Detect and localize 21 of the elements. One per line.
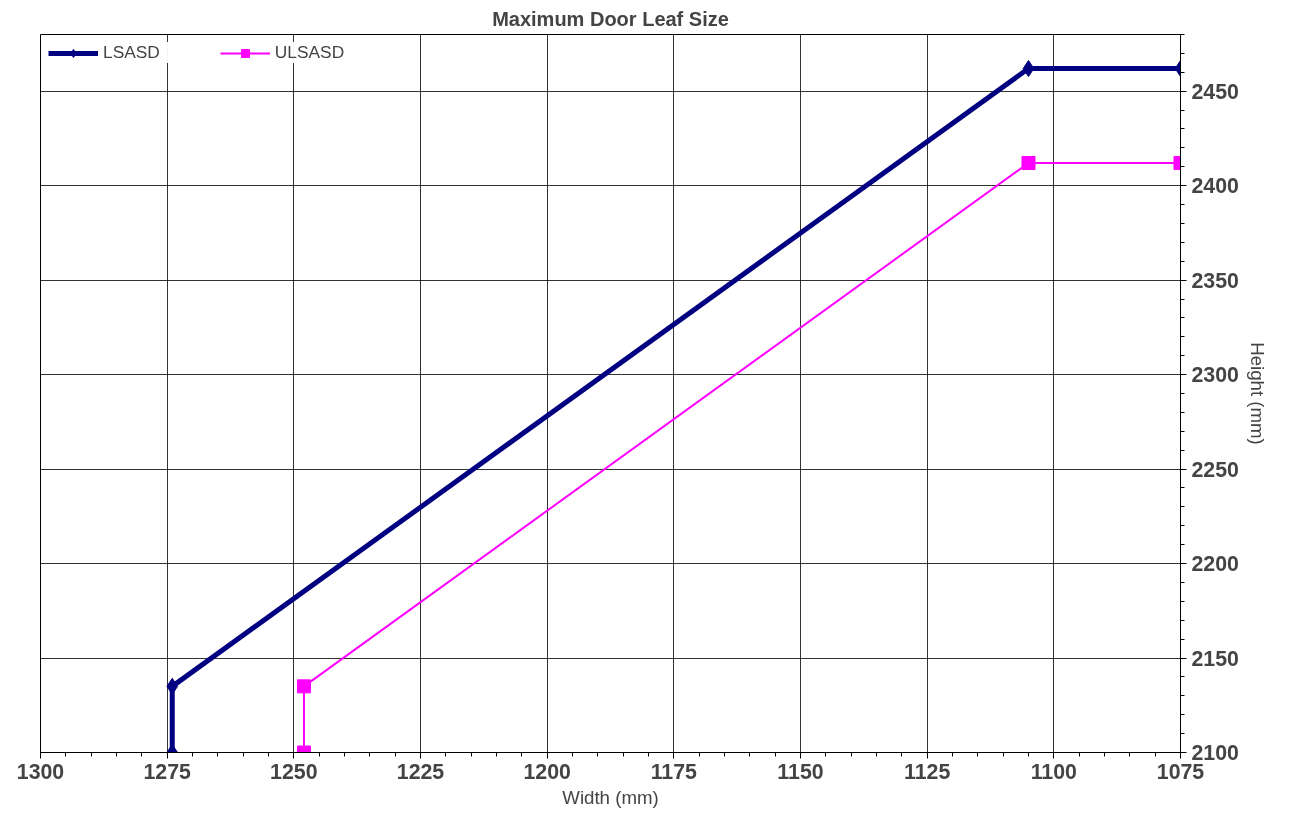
x-tick-label: 1125 (904, 759, 951, 784)
x-tick-label: 1275 (143, 759, 192, 784)
y-tick-label: 2400 (1191, 174, 1239, 199)
x-tick-label: 1100 (1030, 759, 1077, 784)
chart-title: Maximum Door Leaf Size (492, 7, 729, 30)
x-axis-title: Width (mm) (562, 786, 659, 808)
y-tick-label: 2250 (1191, 457, 1239, 482)
x-tick-label: 1225 (396, 759, 445, 784)
y-axis-title: Height (mm) (1246, 342, 1268, 445)
y-tick-label: 2150 (1191, 646, 1239, 671)
legend-label: ULSASD (274, 42, 345, 63)
y-tick-label: 2300 (1191, 363, 1239, 388)
x-tick-label: 1150 (777, 759, 824, 784)
x-tick-label: 1250 (270, 759, 318, 784)
y-tick-label: 2200 (1191, 552, 1239, 577)
x-tick-label: 1300 (16, 759, 65, 784)
legend-label: LSASD (103, 42, 160, 63)
y-tick-label: 2350 (1191, 268, 1239, 293)
x-tick-label: 1175 (650, 759, 698, 784)
y-tick-label: 2450 (1191, 79, 1239, 104)
x-tick-label: 1200 (523, 759, 571, 784)
